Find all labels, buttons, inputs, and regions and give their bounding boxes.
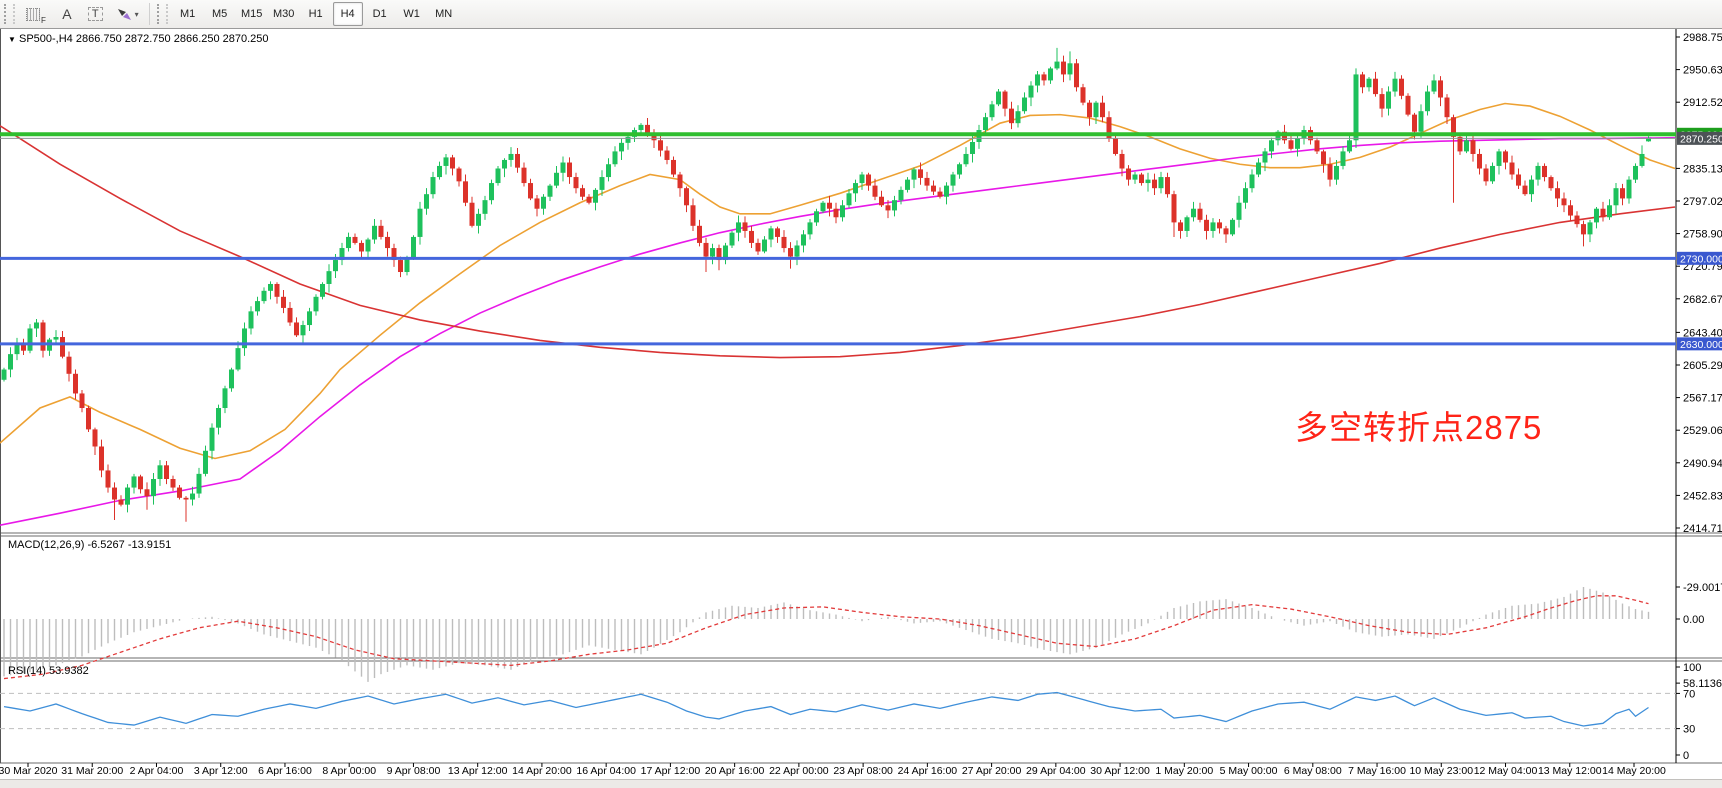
candlesticks <box>1 47 1651 522</box>
indicator-grid-icon <box>26 7 40 21</box>
timeframe-button-D1[interactable]: D1 <box>365 2 395 26</box>
svg-text:2758.905: 2758.905 <box>1683 229 1722 241</box>
macd-label: MACD(12,26,9) -6.5267 -13.9151 <box>8 539 172 551</box>
svg-text:13 May 12:00: 13 May 12:00 <box>1538 765 1602 777</box>
cursor-tools-button[interactable]: ▾ <box>111 2 145 26</box>
timeframe-group: M1 M5 M15 M30 H1 H4 D1 W1 MN <box>172 2 460 26</box>
toolbar: F A T ▾ M1 M5 M15 M30 H1 H4 D1 W1 MN <box>0 0 1722 29</box>
timeframe-button-M5[interactable]: M5 <box>205 2 235 26</box>
rsi-panel: 100 70 30 0 <box>0 662 1701 762</box>
symbol-collapse-icon[interactable]: ▼ <box>8 35 16 44</box>
svg-text:100: 100 <box>1683 662 1701 674</box>
svg-text:16 Apr 04:00: 16 Apr 04:00 <box>576 765 636 777</box>
svg-text:2452.830: 2452.830 <box>1683 490 1722 502</box>
svg-text:30 Mar 2020: 30 Mar 2020 <box>0 765 58 777</box>
chart-title: ▼ SP500-,H4 2866.750 2872.750 2866.250 2… <box>8 33 269 45</box>
annotation-text[interactable]: 多空转折点2875 <box>1295 409 1543 446</box>
svg-text:2567.175: 2567.175 <box>1683 393 1722 405</box>
svg-text:29 Apr 04:00: 29 Apr 04:00 <box>1026 765 1086 777</box>
svg-text:2950.635: 2950.635 <box>1683 65 1722 77</box>
svg-text:2682.675: 2682.675 <box>1683 294 1722 306</box>
svg-text:0: 0 <box>1683 750 1689 762</box>
indicator-grid-button[interactable]: F <box>20 2 52 26</box>
svg-text:2490.945: 2490.945 <box>1683 458 1722 470</box>
svg-text:14 May 20:00: 14 May 20:00 <box>1602 765 1666 777</box>
svg-text:0.00: 0.00 <box>1683 614 1704 626</box>
timeframe-button-H1[interactable]: H1 <box>301 2 331 26</box>
timeframe-button-H4[interactable]: H4 <box>332 2 363 26</box>
svg-text:2630.000: 2630.000 <box>1680 339 1722 351</box>
cursor-tools-icon <box>117 8 131 20</box>
svg-text:2912.520: 2912.520 <box>1683 97 1722 109</box>
timeframe-button-M1[interactable]: M1 <box>173 2 203 26</box>
level-line-support-2630[interactable]: 2630.000 <box>0 337 1722 351</box>
svg-text:2529.060: 2529.060 <box>1683 425 1722 437</box>
text-box-button[interactable]: T <box>82 2 109 26</box>
svg-text:7 May 16:00: 7 May 16:00 <box>1348 765 1406 777</box>
svg-text:2835.135: 2835.135 <box>1683 163 1722 175</box>
svg-text:2988.750: 2988.750 <box>1683 32 1722 44</box>
toolbar-drag-handle[interactable] <box>4 4 15 24</box>
svg-text:20 Apr 16:00: 20 Apr 16:00 <box>705 765 765 777</box>
timeframe-button-MN[interactable]: MN <box>429 2 459 26</box>
indicator-grid-label: F <box>41 16 46 25</box>
svg-text:31 Mar 20:00: 31 Mar 20:00 <box>61 765 123 777</box>
svg-text:2 Apr 04:00: 2 Apr 04:00 <box>130 765 184 777</box>
date-axis[interactable]: 30 Mar 2020 31 Mar 20:00 2 Apr 04:00 3 Apr … <box>0 763 1666 777</box>
svg-text:2730.000: 2730.000 <box>1680 253 1722 265</box>
toolbar-separator <box>148 3 150 25</box>
timeframe-button-M30[interactable]: M30 <box>269 2 299 26</box>
svg-text:6 May 08:00: 6 May 08:00 <box>1284 765 1342 777</box>
chart-title-text: SP500-,H4 2866.750 2872.750 2866.250 287… <box>18 33 269 45</box>
rsi-label: RSI(14) 53.9382 <box>8 665 89 677</box>
svg-text:17 Apr 12:00: 17 Apr 12:00 <box>641 765 701 777</box>
svg-text:10 May 23:00: 10 May 23:00 <box>1409 765 1473 777</box>
svg-text:2605.290: 2605.290 <box>1683 360 1722 372</box>
timeframe-button-M15[interactable]: M15 <box>237 2 267 26</box>
svg-text:1 May 20:00: 1 May 20:00 <box>1155 765 1213 777</box>
svg-text:70: 70 <box>1683 688 1695 700</box>
svg-text:8 Apr 00:00: 8 Apr 00:00 <box>322 765 376 777</box>
svg-text:23 Apr 08:00: 23 Apr 08:00 <box>833 765 893 777</box>
level-line-current-price[interactable]: 2870.250 <box>0 131 1722 146</box>
fast-ma-orange <box>0 102 1676 460</box>
svg-text:2797.020: 2797.020 <box>1683 196 1722 208</box>
text-label-button[interactable]: A <box>54 2 80 26</box>
svg-text:24 Apr 16:00: 24 Apr 16:00 <box>898 765 958 777</box>
svg-text:3 Apr 12:00: 3 Apr 12:00 <box>194 765 248 777</box>
svg-text:22 Apr 00:00: 22 Apr 00:00 <box>769 765 829 777</box>
svg-text:12 May 04:00: 12 May 04:00 <box>1474 765 1538 777</box>
chart-canvas[interactable]: 2988.750 2950.635 2912.520 2835.135 2797.020… <box>0 29 1722 779</box>
svg-text:5 May 00:00: 5 May 00:00 <box>1220 765 1278 777</box>
text-box-icon: T <box>87 7 103 21</box>
svg-text:2414.715: 2414.715 <box>1683 523 1722 535</box>
svg-text:27 Apr 20:00: 27 Apr 20:00 <box>962 765 1022 777</box>
panel-borders <box>0 29 1722 779</box>
timeframe-button-W1[interactable]: W1 <box>397 2 427 26</box>
svg-text:30 Apr 12:00: 30 Apr 12:00 <box>1090 765 1150 777</box>
svg-text:14 Apr 20:00: 14 Apr 20:00 <box>512 765 572 777</box>
chevron-down-icon: ▾ <box>134 9 139 19</box>
level-line-support-2730[interactable]: 2730.000 <box>0 251 1722 266</box>
svg-text:2870.250: 2870.250 <box>1680 133 1722 145</box>
text-label-icon: A <box>62 6 72 22</box>
svg-text:9 Apr 08:00: 9 Apr 08:00 <box>387 765 441 777</box>
price-axis[interactable]: 2988.750 2950.635 2912.520 2835.135 2797.020… <box>1676 32 1722 535</box>
svg-text:6 Apr 16:00: 6 Apr 16:00 <box>258 765 312 777</box>
svg-text:13 Apr 12:00: 13 Apr 12:00 <box>448 765 508 777</box>
svg-text:2643.405: 2643.405 <box>1683 327 1722 339</box>
toolbar-drag-handle-2[interactable] <box>156 4 168 24</box>
status-bar <box>0 779 1722 788</box>
svg-text:58.1136: 58.1136 <box>1683 678 1722 690</box>
medium-ma-magenta <box>0 136 1676 526</box>
svg-text:30: 30 <box>1683 724 1695 736</box>
